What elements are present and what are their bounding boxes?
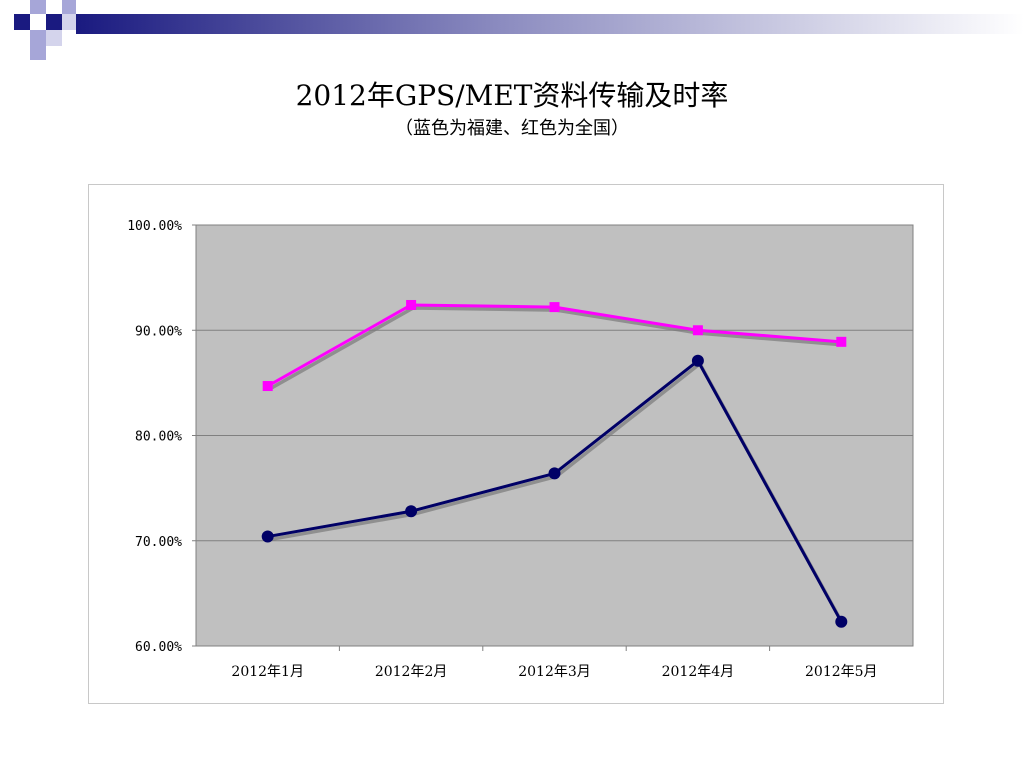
y-tick-label: 90.00% xyxy=(135,324,182,339)
x-category-label: 2012年4月 xyxy=(662,664,735,680)
chart-frame: 100.00% 90.00% 80.00% 70.00% 60.00% 2012年1月 20… xyxy=(88,184,944,704)
series-magenta-point xyxy=(836,336,847,347)
series-magenta-point xyxy=(549,302,560,313)
x-category-label: 2012年5月 xyxy=(805,664,878,680)
slide-subtitle: （蓝色为福建、红色为全国） xyxy=(395,118,629,139)
series-magenta-point xyxy=(406,299,417,310)
series-blue-point xyxy=(261,530,274,543)
y-tick-label: 60.00% xyxy=(135,640,182,655)
x-category-label: 2012年3月 xyxy=(518,664,591,680)
y-tick-label: 100.00% xyxy=(127,219,182,234)
line-chart: 100.00% 90.00% 80.00% 70.00% 60.00% 2012年1月 20… xyxy=(127,219,914,680)
y-tick-label: 80.00% xyxy=(135,430,182,445)
x-category-label: 2012年1月 xyxy=(231,664,304,680)
decorative-header-banner xyxy=(14,0,1024,60)
series-blue-point xyxy=(405,505,418,518)
slide-title: 2012年GPS/MET资料传输及时率 xyxy=(295,79,729,112)
series-magenta-point xyxy=(692,325,703,336)
series-blue-point xyxy=(835,615,848,628)
series-blue-point xyxy=(548,467,561,480)
series-magenta-point xyxy=(262,381,273,392)
x-category-label: 2012年2月 xyxy=(375,664,448,680)
y-tick-label: 70.00% xyxy=(135,535,182,550)
series-blue-point xyxy=(691,354,704,367)
